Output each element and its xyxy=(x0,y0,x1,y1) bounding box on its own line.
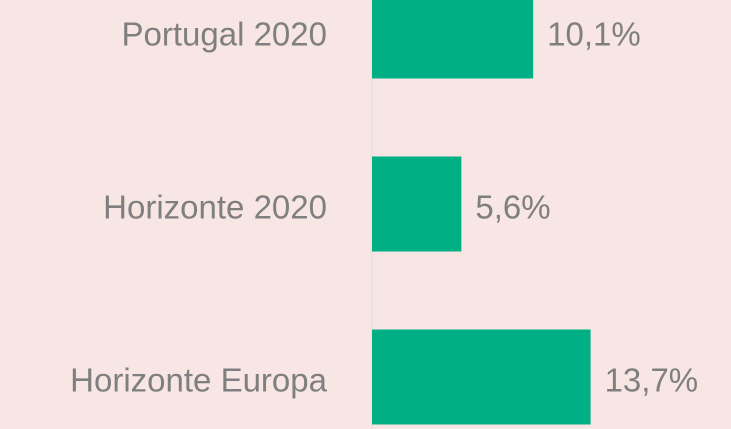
bar xyxy=(372,0,534,79)
value-label: 10,1% xyxy=(547,16,641,53)
value-label: 13,7% xyxy=(605,362,699,399)
value-label: 5,6% xyxy=(475,189,550,226)
bar xyxy=(372,156,462,252)
category-label: Portugal 2020 xyxy=(122,16,328,53)
category-label: Horizonte Europa xyxy=(70,362,327,399)
category-label: Horizonte 2020 xyxy=(103,189,327,226)
bar xyxy=(372,329,591,425)
